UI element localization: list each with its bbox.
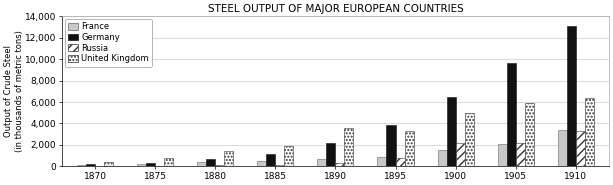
Bar [438, 149, 447, 166]
Bar [77, 165, 86, 166]
Bar [197, 162, 206, 166]
Bar [516, 143, 525, 166]
Bar [585, 98, 594, 166]
Bar [275, 165, 284, 166]
Bar [164, 158, 173, 166]
Bar [378, 157, 387, 166]
Bar [335, 163, 345, 166]
Bar [345, 128, 354, 166]
Bar [525, 103, 534, 166]
Bar [567, 26, 576, 166]
Bar [318, 159, 326, 166]
Bar [206, 159, 215, 166]
Bar [498, 144, 507, 166]
Bar [395, 158, 405, 166]
Bar [326, 143, 335, 166]
Bar [387, 125, 395, 166]
Bar [284, 146, 294, 166]
Bar [576, 131, 585, 166]
Bar [266, 154, 275, 166]
Bar [224, 151, 234, 166]
Bar [215, 165, 224, 166]
Legend: France, Germany, Russia, United Kingdom: France, Germany, Russia, United Kingdom [64, 19, 152, 66]
Bar [507, 63, 516, 166]
Title: STEEL OUTPUT OF MAJOR EUROPEAN COUNTRIES: STEEL OUTPUT OF MAJOR EUROPEAN COUNTRIES [208, 4, 463, 14]
Bar [257, 161, 266, 166]
Bar [405, 131, 414, 166]
Y-axis label: Output of Crude Steel
(in thousands of metric tons): Output of Crude Steel (in thousands of m… [4, 30, 23, 152]
Bar [455, 143, 465, 166]
Bar [447, 97, 455, 166]
Bar [558, 130, 567, 166]
Bar [86, 164, 95, 166]
Bar [465, 113, 474, 166]
Bar [137, 164, 146, 166]
Bar [146, 163, 155, 166]
Bar [104, 162, 113, 166]
